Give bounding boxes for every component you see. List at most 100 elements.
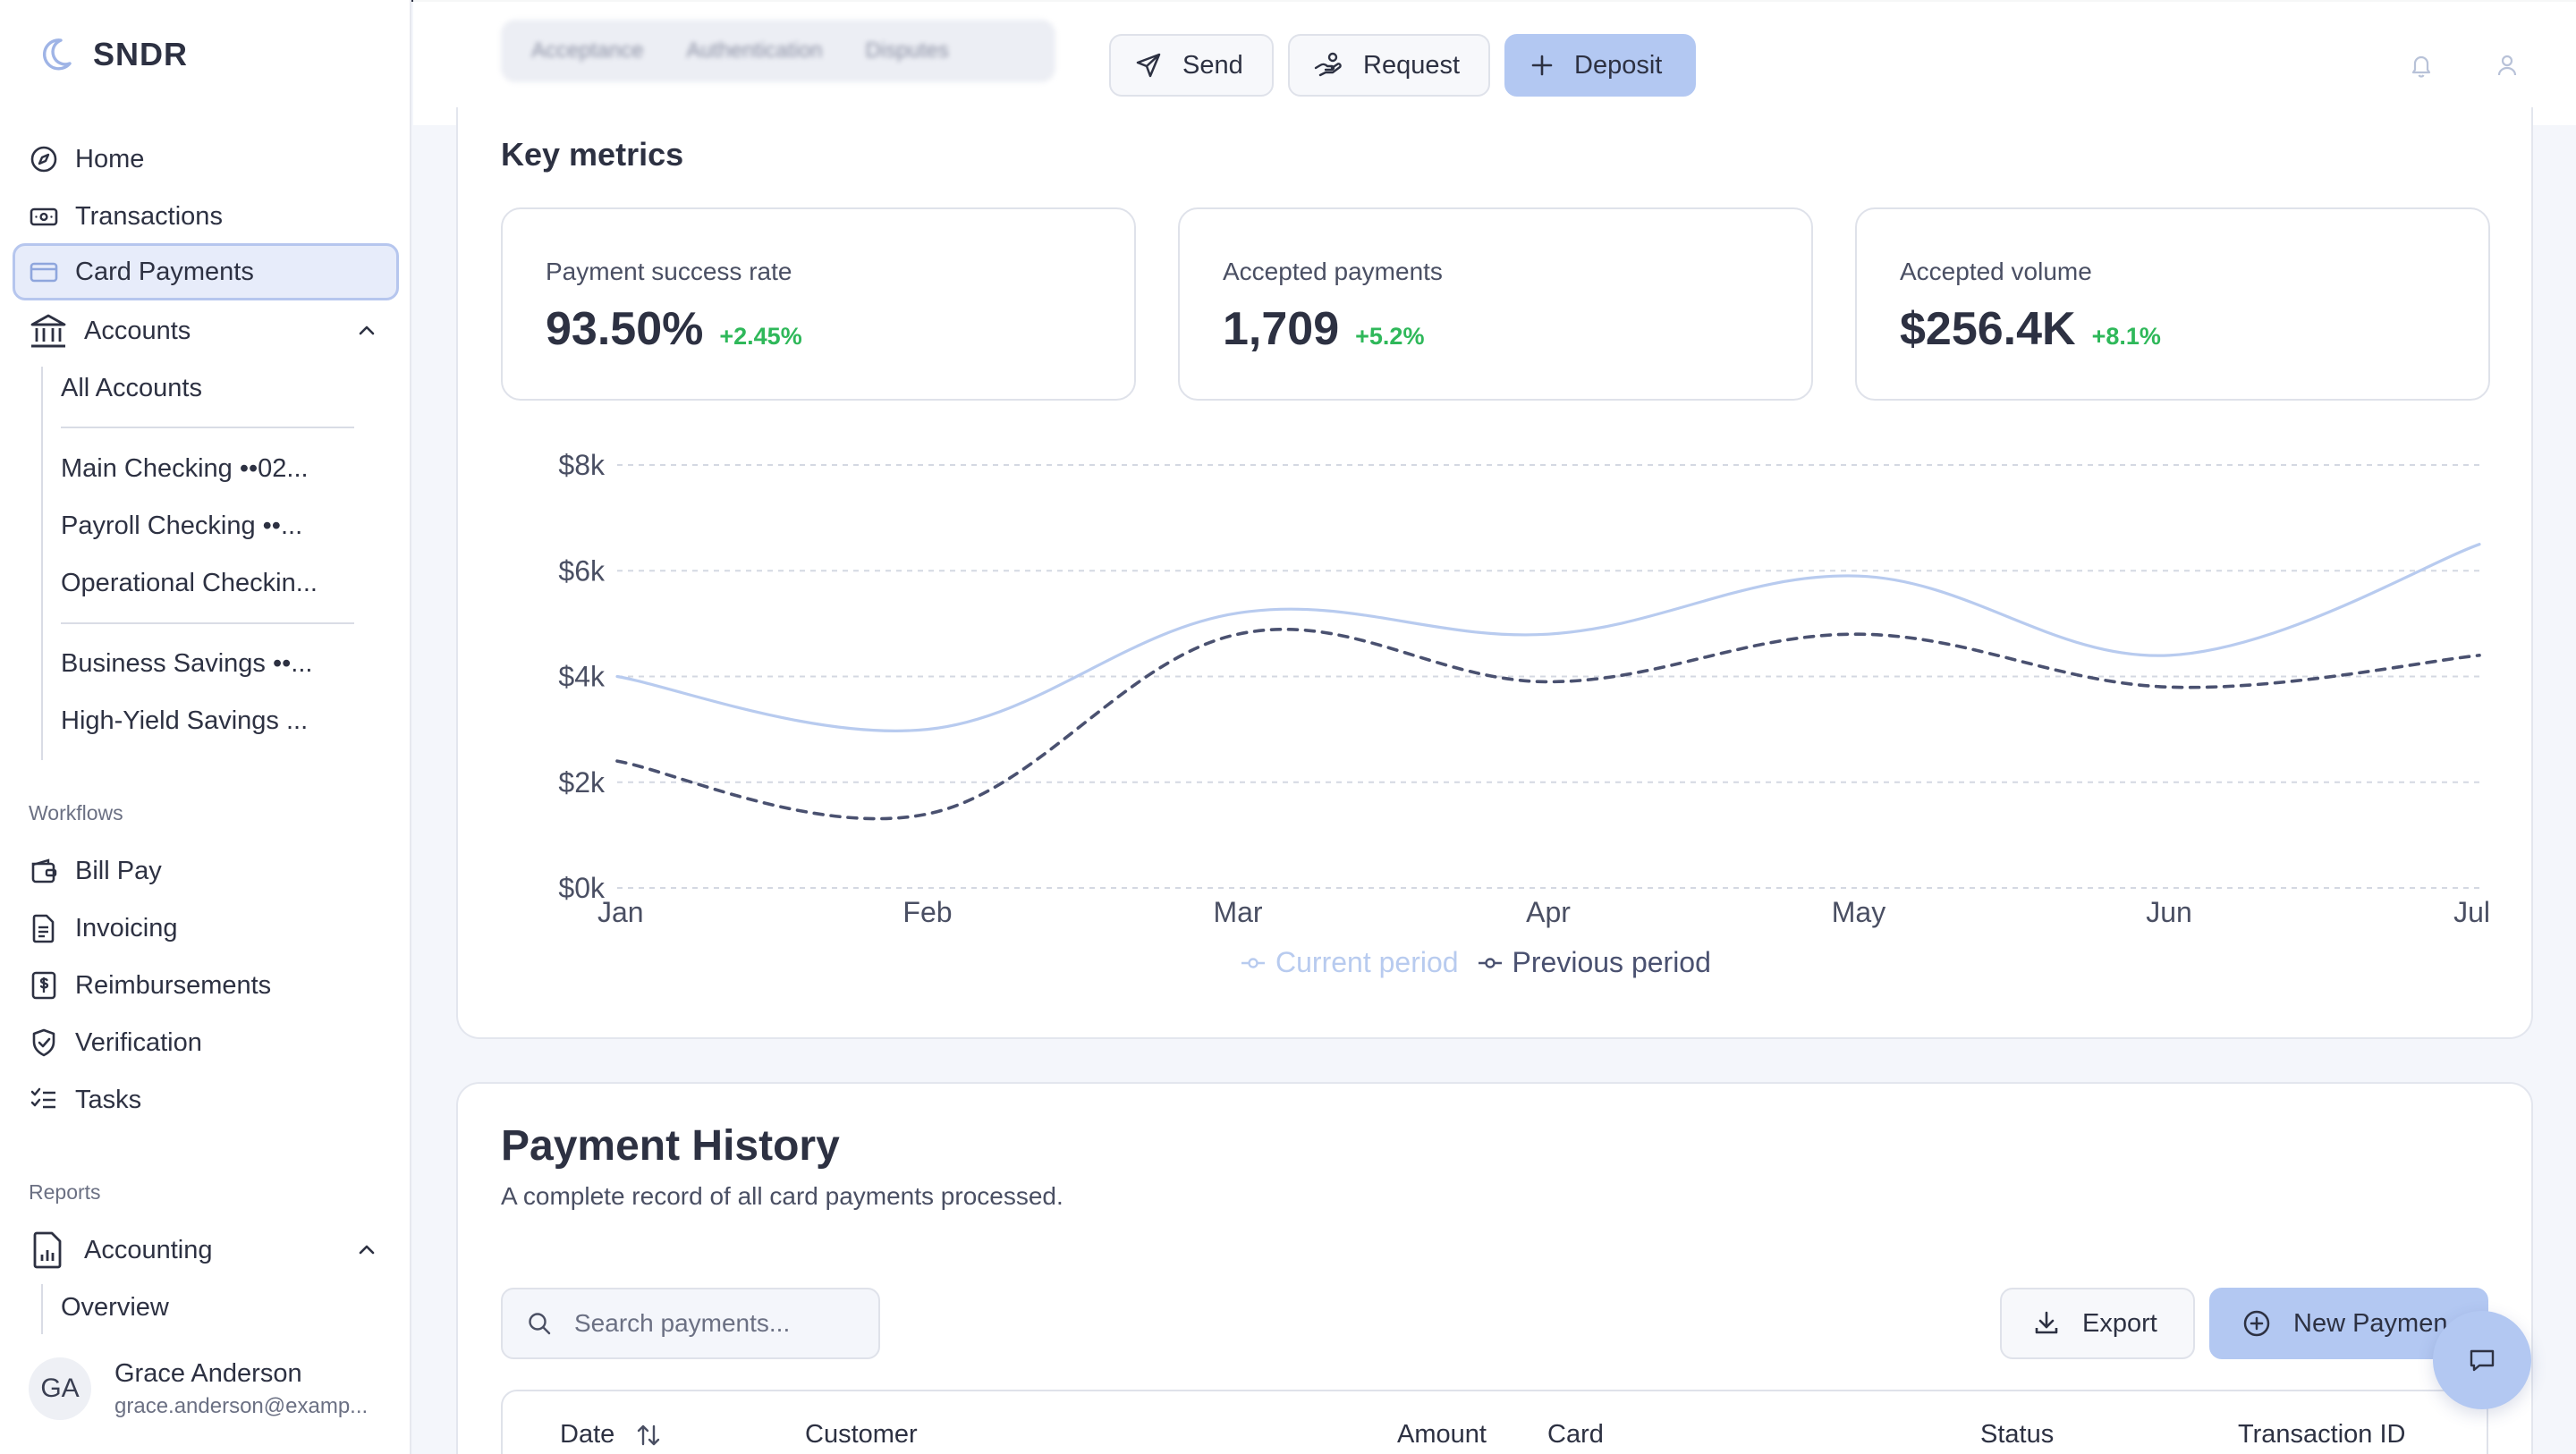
- credit-card-icon: [29, 257, 59, 287]
- sidebar-item-tasks[interactable]: Tasks: [13, 1071, 399, 1129]
- metric-card[interactable]: Payment success rate 93.50% +2.45%: [501, 207, 1136, 401]
- sidebar-item-label: Home: [75, 144, 145, 173]
- column-header-amount[interactable]: Amount: [1397, 1420, 1487, 1449]
- user-email: grace.anderson@examp...: [114, 1393, 369, 1418]
- shield-check-icon: [29, 1027, 59, 1058]
- sidebar-item-invoicing[interactable]: Invoicing: [13, 900, 399, 957]
- bell-icon[interactable]: [2408, 52, 2435, 79]
- sidebar-item-card-payments[interactable]: Card Payments: [13, 243, 399, 300]
- brand-name: SNDR: [93, 36, 189, 72]
- sidebar-item-home[interactable]: Home: [13, 131, 399, 188]
- metric-value: $256.4K: [1900, 303, 2076, 355]
- x-tick-label: May: [1832, 896, 1885, 928]
- chevron-up-icon[interactable]: [356, 320, 377, 342]
- metric-value: 1,709: [1223, 303, 1340, 355]
- sidebar-subitem-account[interactable]: Main Checking ••02...: [61, 453, 309, 483]
- chat-bubble-icon: [2467, 1345, 2497, 1375]
- new-payment-label: New Paymen: [2293, 1308, 2448, 1338]
- document-icon: [29, 913, 59, 943]
- user-icon[interactable]: [2494, 52, 2521, 79]
- sidebar-subitem-account[interactable]: Business Savings ••...: [61, 648, 313, 678]
- send-button[interactable]: Send: [1109, 34, 1274, 97]
- divider: [61, 622, 354, 624]
- chart-file-icon: [29, 1230, 68, 1270]
- column-header-customer[interactable]: Customer: [805, 1420, 918, 1449]
- legend-label: Current period: [1275, 946, 1459, 978]
- legend-item-previous[interactable]: Previous period: [1477, 946, 1711, 979]
- blurred-tab-bar: Acceptance Authentication Disputes: [501, 20, 1055, 82]
- legend-label: Previous period: [1512, 946, 1711, 978]
- payments-table: Date Customer Amount Card Status Transac…: [501, 1390, 2488, 1454]
- sidebar-subitem-all-accounts[interactable]: All Accounts: [61, 373, 202, 402]
- series-line-previous: [615, 627, 2481, 821]
- y-tick-label: $8k: [558, 449, 606, 481]
- metric-change: +8.1%: [2091, 323, 2161, 350]
- user-profile[interactable]: GA Grace Anderson grace.anderson@examp..…: [29, 1357, 368, 1420]
- metric-change: +5.2%: [1355, 323, 1425, 350]
- banknote-icon: [29, 201, 59, 232]
- chart-legend: Current period Previous period: [1240, 946, 1711, 979]
- search-box[interactable]: [501, 1288, 880, 1359]
- y-tick-label: $4k: [558, 661, 606, 693]
- sidebar-item-accounting[interactable]: Accounting: [13, 1222, 399, 1279]
- sidebar-item-label: Bill Pay: [75, 856, 162, 885]
- sidebar-item-bill-pay[interactable]: Bill Pay: [13, 842, 399, 900]
- plus-circle-icon: [2241, 1308, 2272, 1339]
- sidebar-item-reimbursements[interactable]: Reimbursements: [13, 957, 399, 1014]
- sidebar-item-label: Card Payments: [75, 257, 254, 286]
- tab-disputes[interactable]: Disputes: [865, 38, 949, 63]
- avatar: GA: [29, 1357, 91, 1420]
- x-tick-label: Mar: [1213, 896, 1262, 928]
- sort-icon[interactable]: [634, 1421, 663, 1450]
- sidebar-subitem-overview[interactable]: Overview: [61, 1292, 169, 1322]
- column-header-label: Date: [560, 1420, 615, 1449]
- search-icon: [526, 1310, 553, 1337]
- column-header-transaction-id[interactable]: Transaction ID: [2238, 1420, 2406, 1449]
- column-header-card[interactable]: Card: [1547, 1420, 1604, 1449]
- brand[interactable]: SNDR: [38, 36, 188, 73]
- tree-line: [41, 367, 43, 760]
- series-line-current: [615, 543, 2481, 732]
- x-tick-label: Jul: [2453, 896, 2490, 928]
- sidebar-subitem-account[interactable]: Operational Checkin...: [61, 568, 318, 597]
- tree-line: [41, 1284, 43, 1334]
- chevron-up-icon[interactable]: [356, 1239, 377, 1261]
- metric-card[interactable]: Accepted volume $256.4K +8.1%: [1855, 207, 2490, 401]
- send-label: Send: [1182, 50, 1243, 80]
- legend-item-current[interactable]: Current period: [1240, 946, 1459, 979]
- divider: [61, 427, 354, 428]
- search-input[interactable]: [574, 1309, 860, 1338]
- user-name: Grace Anderson: [114, 1358, 302, 1388]
- sidebar-item-label: Accounts: [84, 316, 191, 345]
- column-header-status[interactable]: Status: [1980, 1420, 2055, 1449]
- metric-label: Accepted payments: [1223, 258, 1443, 285]
- deposit-button[interactable]: Deposit: [1504, 34, 1696, 97]
- sidebar: SNDR Home Transactions Card Payments Ac: [0, 0, 411, 1454]
- tab-acceptance[interactable]: Acceptance: [531, 38, 644, 63]
- hand-coins-icon: [1313, 50, 1343, 80]
- payment-history-title: Payment History: [501, 1122, 840, 1170]
- plus-icon: [1530, 53, 1555, 78]
- checklist-icon: [29, 1085, 59, 1115]
- bank-icon: [29, 311, 68, 351]
- chat-button[interactable]: [2433, 1311, 2531, 1409]
- line-chart: $0k $2k $4k $6k $8k Jan Feb Mar Apr May Jun Jul: [558, 449, 2490, 928]
- sidebar-item-label: Reimbursements: [75, 970, 272, 1000]
- request-button[interactable]: Request: [1288, 34, 1490, 97]
- sidebar-item-accounts[interactable]: Accounts: [13, 302, 399, 359]
- x-tick-label: Feb: [902, 896, 952, 928]
- sidebar-item-verification[interactable]: Verification: [13, 1014, 399, 1071]
- x-tick-label: Jan: [597, 896, 644, 928]
- export-button[interactable]: Export: [2000, 1288, 2195, 1359]
- compass-icon: [29, 144, 59, 174]
- column-header-date[interactable]: Date: [560, 1420, 663, 1450]
- metric-card[interactable]: Accepted payments 1,709 +5.2%: [1178, 207, 1813, 401]
- sidebar-subitem-account[interactable]: Payroll Checking ••...: [61, 511, 303, 540]
- sidebar-item-transactions[interactable]: Transactions: [13, 188, 399, 245]
- payment-history-subtitle: A complete record of all card payments p…: [501, 1182, 1063, 1210]
- sidebar-subitem-account[interactable]: High-Yield Savings ...: [61, 706, 309, 735]
- top-bar: Acceptance Authentication Disputes Send …: [413, 0, 2576, 125]
- tab-authentication[interactable]: Authentication: [686, 38, 823, 63]
- sidebar-item-label: Accounting: [84, 1235, 213, 1264]
- y-tick-label: $6k: [558, 554, 606, 587]
